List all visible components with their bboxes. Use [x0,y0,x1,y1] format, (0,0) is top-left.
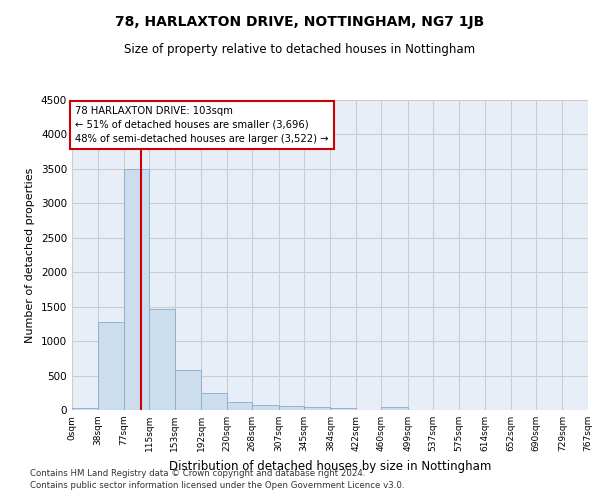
Text: Size of property relative to detached houses in Nottingham: Size of property relative to detached ho… [124,42,476,56]
Text: 78 HARLAXTON DRIVE: 103sqm
← 51% of detached houses are smaller (3,696)
48% of s: 78 HARLAXTON DRIVE: 103sqm ← 51% of deta… [76,106,329,144]
Bar [72,408,98,410]
Text: Contains public sector information licensed under the Open Government Licence v3: Contains public sector information licen… [30,481,404,490]
Text: Contains HM Land Registry data © Crown copyright and database right 2024.: Contains HM Land Registry data © Crown c… [30,468,365,477]
Bar [304,407,331,410]
Bar [98,322,124,410]
Bar [227,402,252,410]
Bar [382,407,408,410]
Bar [124,169,149,410]
Bar [278,406,304,410]
Bar [201,394,227,410]
Y-axis label: Number of detached properties: Number of detached properties [25,168,35,342]
Bar [175,370,201,410]
Bar [331,408,356,410]
Text: 78, HARLAXTON DRIVE, NOTTINGHAM, NG7 1JB: 78, HARLAXTON DRIVE, NOTTINGHAM, NG7 1JB [115,15,485,29]
Bar [252,405,278,410]
X-axis label: Distribution of detached houses by size in Nottingham: Distribution of detached houses by size … [169,460,491,472]
Bar [149,310,175,410]
